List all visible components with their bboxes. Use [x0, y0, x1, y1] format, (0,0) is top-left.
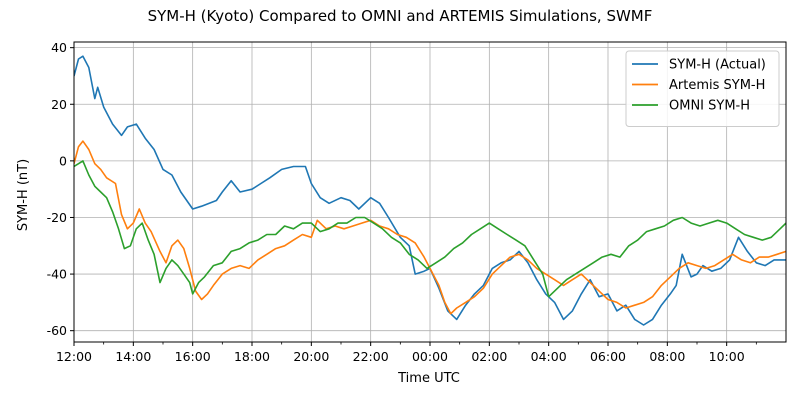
x-tick-label: 08:00	[649, 349, 685, 364]
series-layer	[74, 55, 786, 326]
y-tick-label: -40	[47, 267, 67, 282]
legend: SYM-H (Actual) Artemis SYM-H OMNI SYM-H	[625, 50, 780, 127]
y-axis-label: SYM-H (nT)	[16, 159, 31, 231]
x-tick-label: 00:00	[412, 349, 448, 364]
y-tick-label: 0	[59, 153, 67, 168]
x-tick-label: 22:00	[353, 349, 389, 364]
legend-label: OMNI SYM-H	[669, 99, 750, 114]
x-tick-label: 14:00	[115, 349, 151, 364]
x-tick-label: 20:00	[293, 349, 329, 364]
x-tick-label: 10:00	[709, 349, 745, 364]
legend-label: Artemis SYM-H	[669, 78, 765, 93]
x-axis-ticks: 12:00 14:00 16:00 18:00 20:00 22:00 00:00 02:00…	[56, 342, 757, 364]
y-tick-label: 20	[51, 97, 67, 112]
x-tick-label: 16:00	[175, 349, 211, 364]
x-tick-label: 04:00	[531, 349, 567, 364]
y-axis-ticks: 40 20 0 -20 -40 -60	[47, 40, 74, 338]
y-tick-label: -20	[47, 210, 67, 225]
legend-box	[625, 50, 780, 127]
series-line-2	[74, 160, 786, 298]
x-tick-label: 02:00	[471, 349, 507, 364]
x-tick-label: 12:00	[56, 349, 92, 364]
y-tick-label: -60	[47, 323, 67, 338]
series-line-1	[74, 140, 786, 315]
x-tick-label: 18:00	[234, 349, 270, 364]
x-tick-label: 06:00	[590, 349, 626, 364]
x-axis-label: Time UTC	[397, 371, 460, 386]
legend-label: SYM-H (Actual)	[669, 58, 766, 73]
y-tick-label: 40	[51, 40, 67, 55]
chart-title: SYM-H (Kyoto) Compared to OMNI and ARTEM…	[148, 7, 653, 25]
